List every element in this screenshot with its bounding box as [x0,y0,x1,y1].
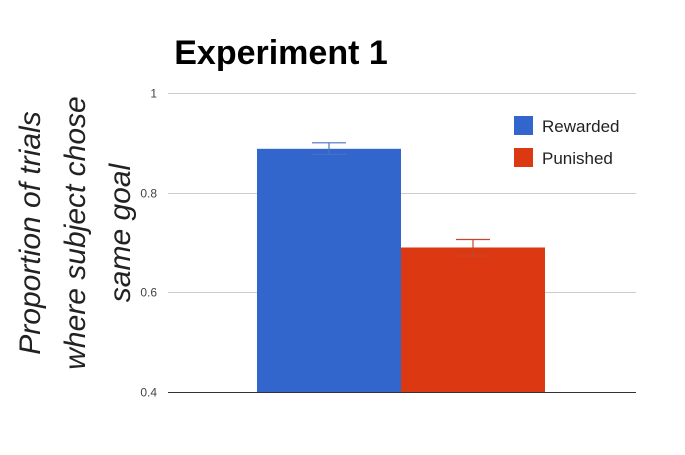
error-bar-punished [456,238,490,257]
bar-punished [401,247,545,392]
bars [257,148,545,392]
chart-title: Experiment 1 [174,34,388,72]
error-bars [312,142,490,257]
y-tick-label: 1 [150,87,157,101]
y-axis-label-line-2: where subject chose [59,96,92,370]
y-tick-labels: 1 0.8 0.6 0.4 [140,87,157,400]
y-tick-label: 0.4 [140,386,157,400]
legend-swatch-punished [514,148,533,167]
y-tick-label: 0.8 [140,187,157,201]
y-axis-label: Proportion of trials where subject chose… [14,96,137,370]
bar-rewarded [257,148,401,392]
legend: Rewarded Punished [514,116,620,168]
y-tick-label: 0.6 [140,286,157,300]
y-axis-label-line-3: same goal [104,162,137,302]
error-bar-rewarded [312,142,346,155]
y-axis-label-line-1: Proportion of trials [14,111,47,354]
legend-label-rewarded: Rewarded [542,117,620,136]
legend-swatch-rewarded [514,116,533,135]
legend-label-punished: Punished [542,149,613,168]
